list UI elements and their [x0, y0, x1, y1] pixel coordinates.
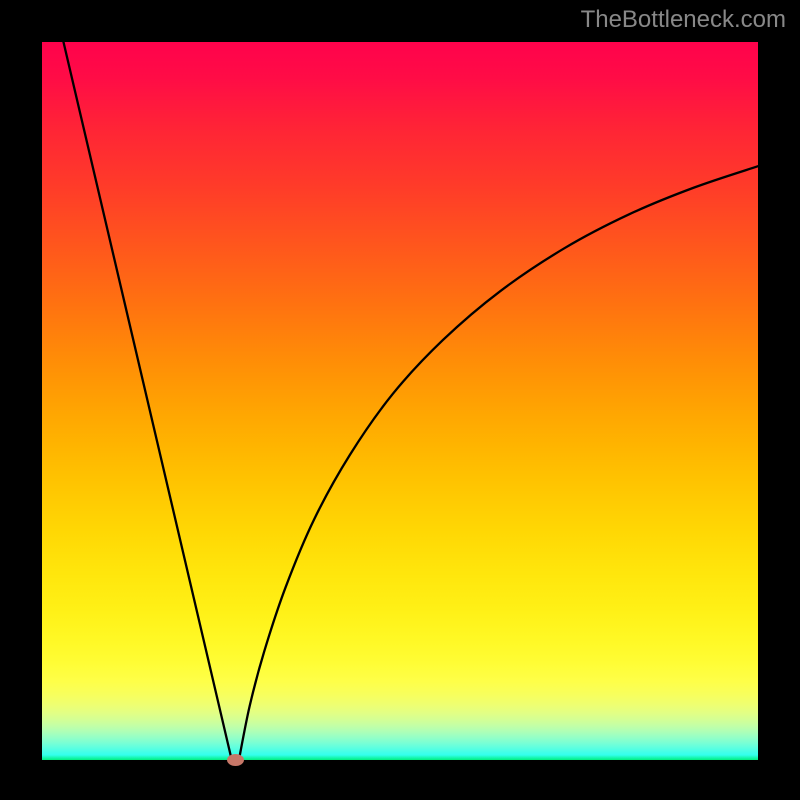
watermark-text: TheBottleneck.com [581, 6, 786, 34]
chart-container: TheBottleneck.com [0, 0, 800, 800]
optimum-marker [227, 754, 244, 766]
plot-area [42, 42, 758, 760]
bottleneck-curve [42, 42, 758, 760]
